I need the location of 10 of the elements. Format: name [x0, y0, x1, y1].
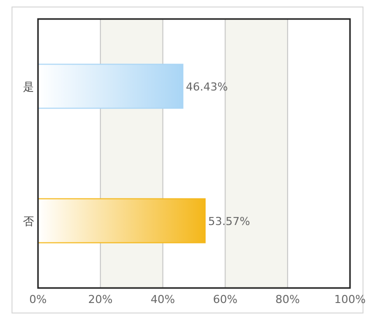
y-tick-label: 是: [23, 80, 34, 94]
x-tick-label: 40%: [150, 293, 176, 306]
x-tick-label: 80%: [275, 293, 300, 306]
x-tick-label: 60%: [212, 293, 238, 306]
x-tick-label: 20%: [88, 293, 113, 306]
y-tick-label: 否: [23, 214, 34, 228]
data-label: 46.43%: [186, 80, 228, 94]
x-tick-label: 100%: [334, 293, 366, 306]
data-label: 53.57%: [208, 214, 250, 228]
x-tick-label: 0%: [29, 293, 47, 306]
